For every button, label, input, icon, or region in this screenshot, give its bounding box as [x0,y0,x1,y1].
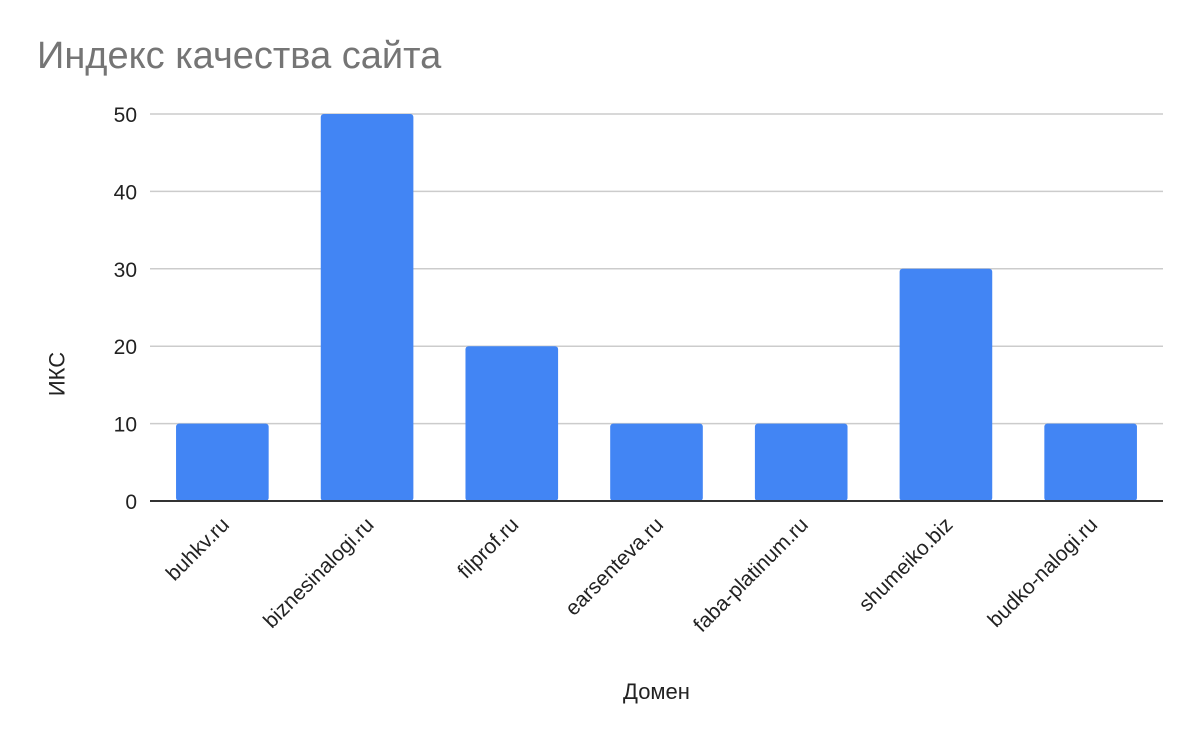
y-axis-ticks: 0 10 20 30 40 50 [114,104,137,514]
y-tick-label: 40 [114,181,137,204]
y-tick-label: 0 [125,491,137,514]
bar [610,423,703,501]
x-tick-label: faba-platinum.ru [689,513,813,637]
chart-title: Индекс качества сайта [37,35,442,77]
x-tick-label: budko-nalogi.ru [984,513,1103,632]
y-tick-label: 50 [114,104,137,127]
bar [465,346,559,501]
bar [320,114,414,501]
y-tick-label: 10 [114,414,137,437]
gridlines [150,113,1163,425]
y-tick-label: 30 [114,259,137,282]
bar [1044,423,1137,501]
x-tick-label: shumeiko.biz [855,513,958,616]
x-tick-label: buhkv.ru [162,513,234,585]
bar [176,423,269,501]
y-tick-label: 20 [114,336,137,359]
y-axis-label: ИКС [45,352,70,396]
bar [754,423,848,501]
bar [899,268,993,501]
x-tick-label: filprof.ru [453,513,523,583]
x-axis-ticks: buhkv.ru biznesinalogi.ru filprof.ru earsen… [162,513,1102,637]
x-tick-label: earsenteva.ru [561,513,668,620]
bars [176,114,1137,501]
x-tick-label: biznesinalogi.ru [259,513,378,632]
x-axis-label: Домен [623,679,690,704]
